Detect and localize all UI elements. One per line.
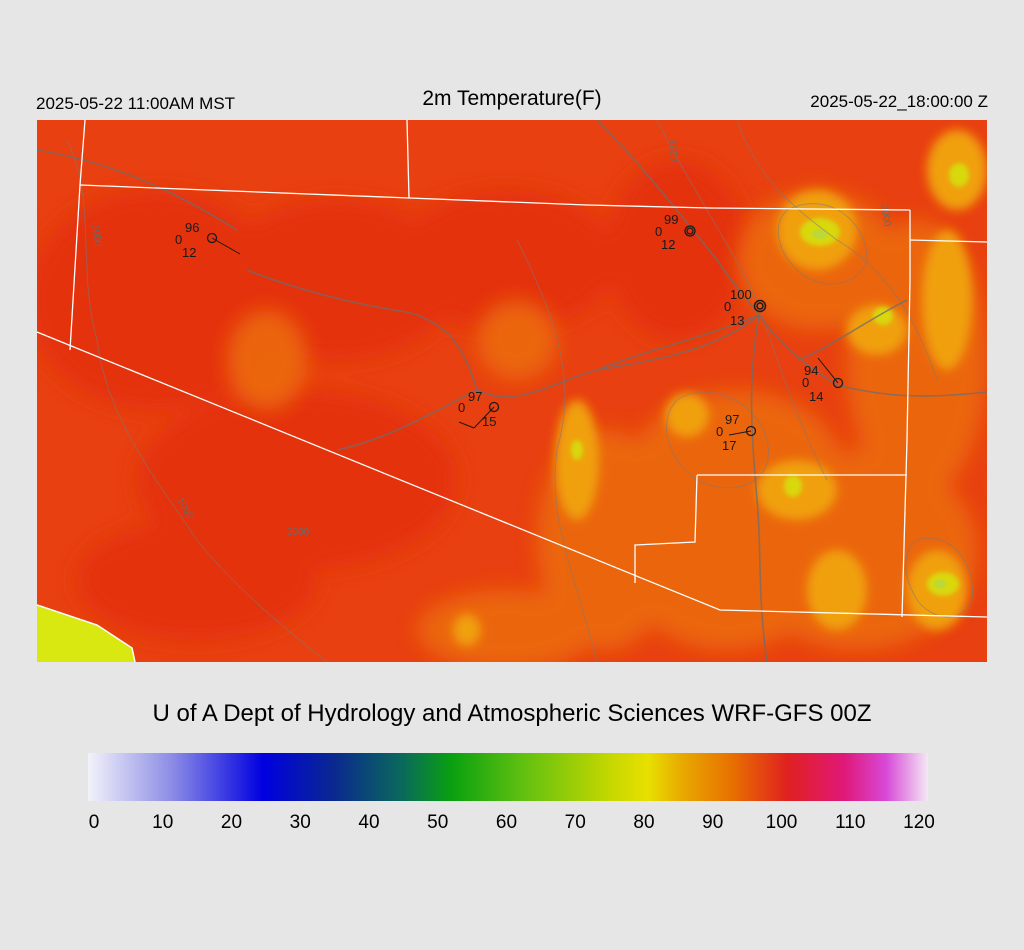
station-plot[interactable]: 97 0 15 bbox=[458, 389, 500, 429]
model-credit: U of A Dept of Hydrology and Atmospheric… bbox=[152, 700, 872, 727]
colorbar bbox=[88, 753, 928, 801]
political-borders bbox=[37, 120, 987, 618]
station-temperature: 100 bbox=[730, 287, 752, 302]
station-wind: 15 bbox=[482, 414, 496, 429]
station-dewpoint: 0 bbox=[458, 400, 465, 415]
station-temperature: 99 bbox=[664, 212, 678, 227]
colorbar-tick-label: 20 bbox=[220, 812, 243, 833]
station-dewpoint: 0 bbox=[175, 232, 182, 247]
station-plot[interactable]: 100 0 13 bbox=[724, 287, 767, 328]
valid-time-utc: 2025-05-22_18:00:00 Z bbox=[810, 92, 988, 111]
station-wind: 12 bbox=[182, 245, 196, 260]
station-temperature: 94 bbox=[804, 363, 818, 378]
colorbar-tick-label: 100 bbox=[765, 812, 798, 833]
colorbar-tick-label: 110 bbox=[835, 812, 866, 833]
contour-label: 2000 bbox=[287, 527, 310, 538]
station-plot[interactable]: 96 0 12 bbox=[175, 220, 241, 260]
colorbar-gradient bbox=[88, 753, 928, 801]
station-wind: 17 bbox=[722, 438, 736, 453]
colorbar-tick-label: 120 bbox=[903, 812, 935, 833]
station-dewpoint: 0 bbox=[724, 299, 731, 314]
station-plot[interactable]: 99 0 12 bbox=[655, 212, 696, 252]
station-wind: 13 bbox=[730, 313, 744, 328]
colorbar-tick-label: 50 bbox=[427, 812, 449, 833]
map-title: 2m Temperature(F) bbox=[422, 87, 602, 110]
contour-label: 1000 bbox=[666, 139, 679, 163]
station-temperature: 97 bbox=[725, 412, 739, 427]
colorbar-tick-label: 30 bbox=[289, 812, 311, 833]
colorbar-labels: 0 10 20 30 40 50 60 70 80 90 100 110 120 bbox=[0, 812, 1024, 842]
colorbar-tick-label: 80 bbox=[633, 812, 655, 833]
contour-label: 1000 bbox=[89, 224, 104, 248]
colorbar-tick-label: 0 bbox=[88, 812, 100, 833]
colorbar-tick-label: 10 bbox=[152, 812, 174, 833]
station-dewpoint: 0 bbox=[655, 224, 662, 239]
station-plot[interactable]: 94 0 14 bbox=[802, 357, 844, 404]
station-wind: 12 bbox=[661, 237, 675, 252]
station-dewpoint: 0 bbox=[716, 424, 723, 439]
temperature-map: 1000 2000 1000 1000 2000 96 0 12 bbox=[37, 120, 987, 662]
valid-time-local: 2025-05-22 11:00AM MST bbox=[36, 94, 236, 113]
station-dewpoint: 0 bbox=[802, 375, 809, 390]
station-wind: 14 bbox=[809, 389, 823, 404]
station-temperature: 97 bbox=[468, 389, 482, 404]
colorbar-tick-label: 60 bbox=[495, 812, 518, 833]
temperature-field bbox=[37, 120, 987, 662]
colorbar-tick-label: 90 bbox=[702, 812, 724, 833]
station-plot[interactable]: 97 0 17 bbox=[716, 412, 757, 453]
station-temperature: 96 bbox=[185, 220, 199, 235]
colorbar-tick-label: 40 bbox=[358, 812, 380, 833]
colorbar-tick-label: 70 bbox=[564, 812, 586, 833]
rivers bbox=[37, 120, 987, 662]
